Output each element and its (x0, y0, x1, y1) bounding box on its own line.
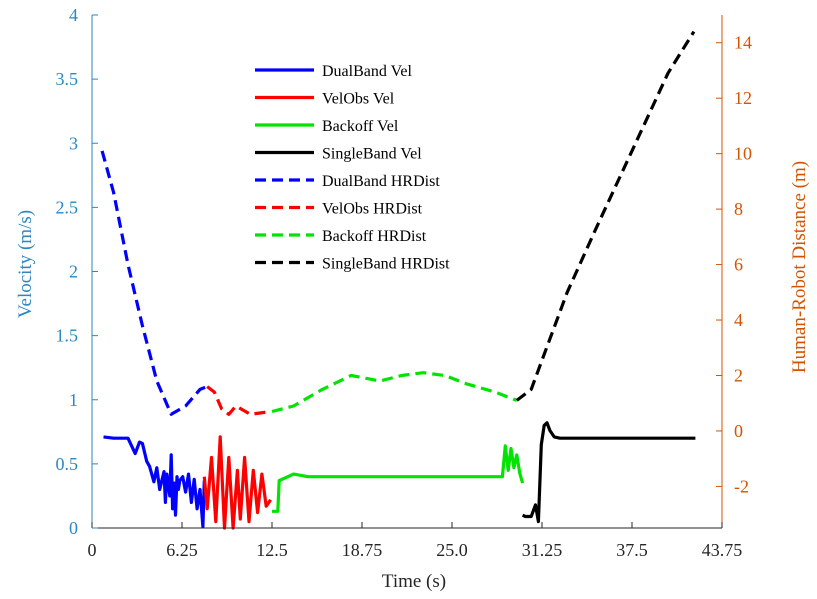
series-line-singleband-vel (521, 421, 696, 524)
axes-layer: 0 6.25 12.5 18.75 25.0 31.25 37.5 43.75 0 0.5 1 1.5… (56, 5, 753, 560)
y-left-tick-label: 1.5 (56, 326, 79, 346)
legend-label: Backoff HRDist (322, 228, 427, 245)
x-tick-label: 43.75 (702, 540, 743, 560)
y-right-tick-label: 2 (734, 365, 743, 385)
x-tick-label: 25.0 (436, 540, 468, 560)
x-tick-label: 12.5 (256, 540, 288, 560)
y-left-tick-label: 2.5 (56, 197, 79, 217)
series-line-velobs-vel (202, 435, 272, 530)
y-right-tick-label: 4 (734, 310, 743, 330)
series-layer (100, 30, 696, 530)
legend-label: DualBand Vel (322, 63, 412, 80)
legend-label: VelObs Vel (322, 91, 395, 108)
y-right-tick-label: 6 (734, 255, 743, 275)
y-right-tick-label: 14 (734, 33, 752, 53)
y-left-tick-label: 0.5 (56, 454, 79, 474)
legend-label: VelObs HRDist (322, 201, 423, 218)
legend-label: SingleBand HRDist (322, 256, 450, 273)
y-right-tick-label: -2 (734, 476, 749, 496)
y-left-tick-label: 2 (69, 262, 78, 282)
y-right-tick-label: 8 (734, 199, 743, 219)
y-left-tick-label: 0 (69, 518, 78, 538)
y-left-tick-label: 3 (69, 133, 78, 153)
x-tick-label: 6.25 (166, 540, 198, 560)
y-axis-left-label: Velocity (m/s) (15, 210, 36, 318)
x-tick-label: 0 (88, 540, 97, 560)
y-left-tick-label: 1 (69, 390, 78, 410)
y-left-tick-label: 3.5 (56, 69, 79, 89)
legend-label: SingleBand Vel (322, 146, 422, 163)
y-left-tick-label: 4 (69, 5, 78, 25)
y-right-tick-label: 10 (734, 144, 752, 164)
x-tick-label: 31.25 (522, 540, 563, 560)
series-line-backoff-vel (272, 444, 525, 513)
series-line-dualband-vel (103, 435, 206, 529)
y-axis-right-label: Human-Robot Distance (m) (789, 161, 810, 373)
legend-label: Backoff Vel (322, 118, 399, 135)
plot-background (92, 15, 722, 528)
x-axis-label: Time (s) (382, 571, 446, 592)
y-right-tick-label: 12 (734, 88, 752, 108)
plot-area (92, 15, 722, 528)
legend: DualBand Vel VelObs Vel Backoff Vel SingleB… (255, 63, 450, 273)
series-line-velobs-hrdist (206, 385, 271, 416)
x-tick-label: 18.75 (342, 540, 383, 560)
y-right-tick-label: 0 (734, 421, 743, 441)
series-line-backoff-hrdist (271, 371, 518, 414)
series-line-singleband-hrdist (515, 30, 696, 402)
legend-label: DualBand HRDist (322, 173, 440, 190)
x-tick-label: 37.5 (616, 540, 648, 560)
